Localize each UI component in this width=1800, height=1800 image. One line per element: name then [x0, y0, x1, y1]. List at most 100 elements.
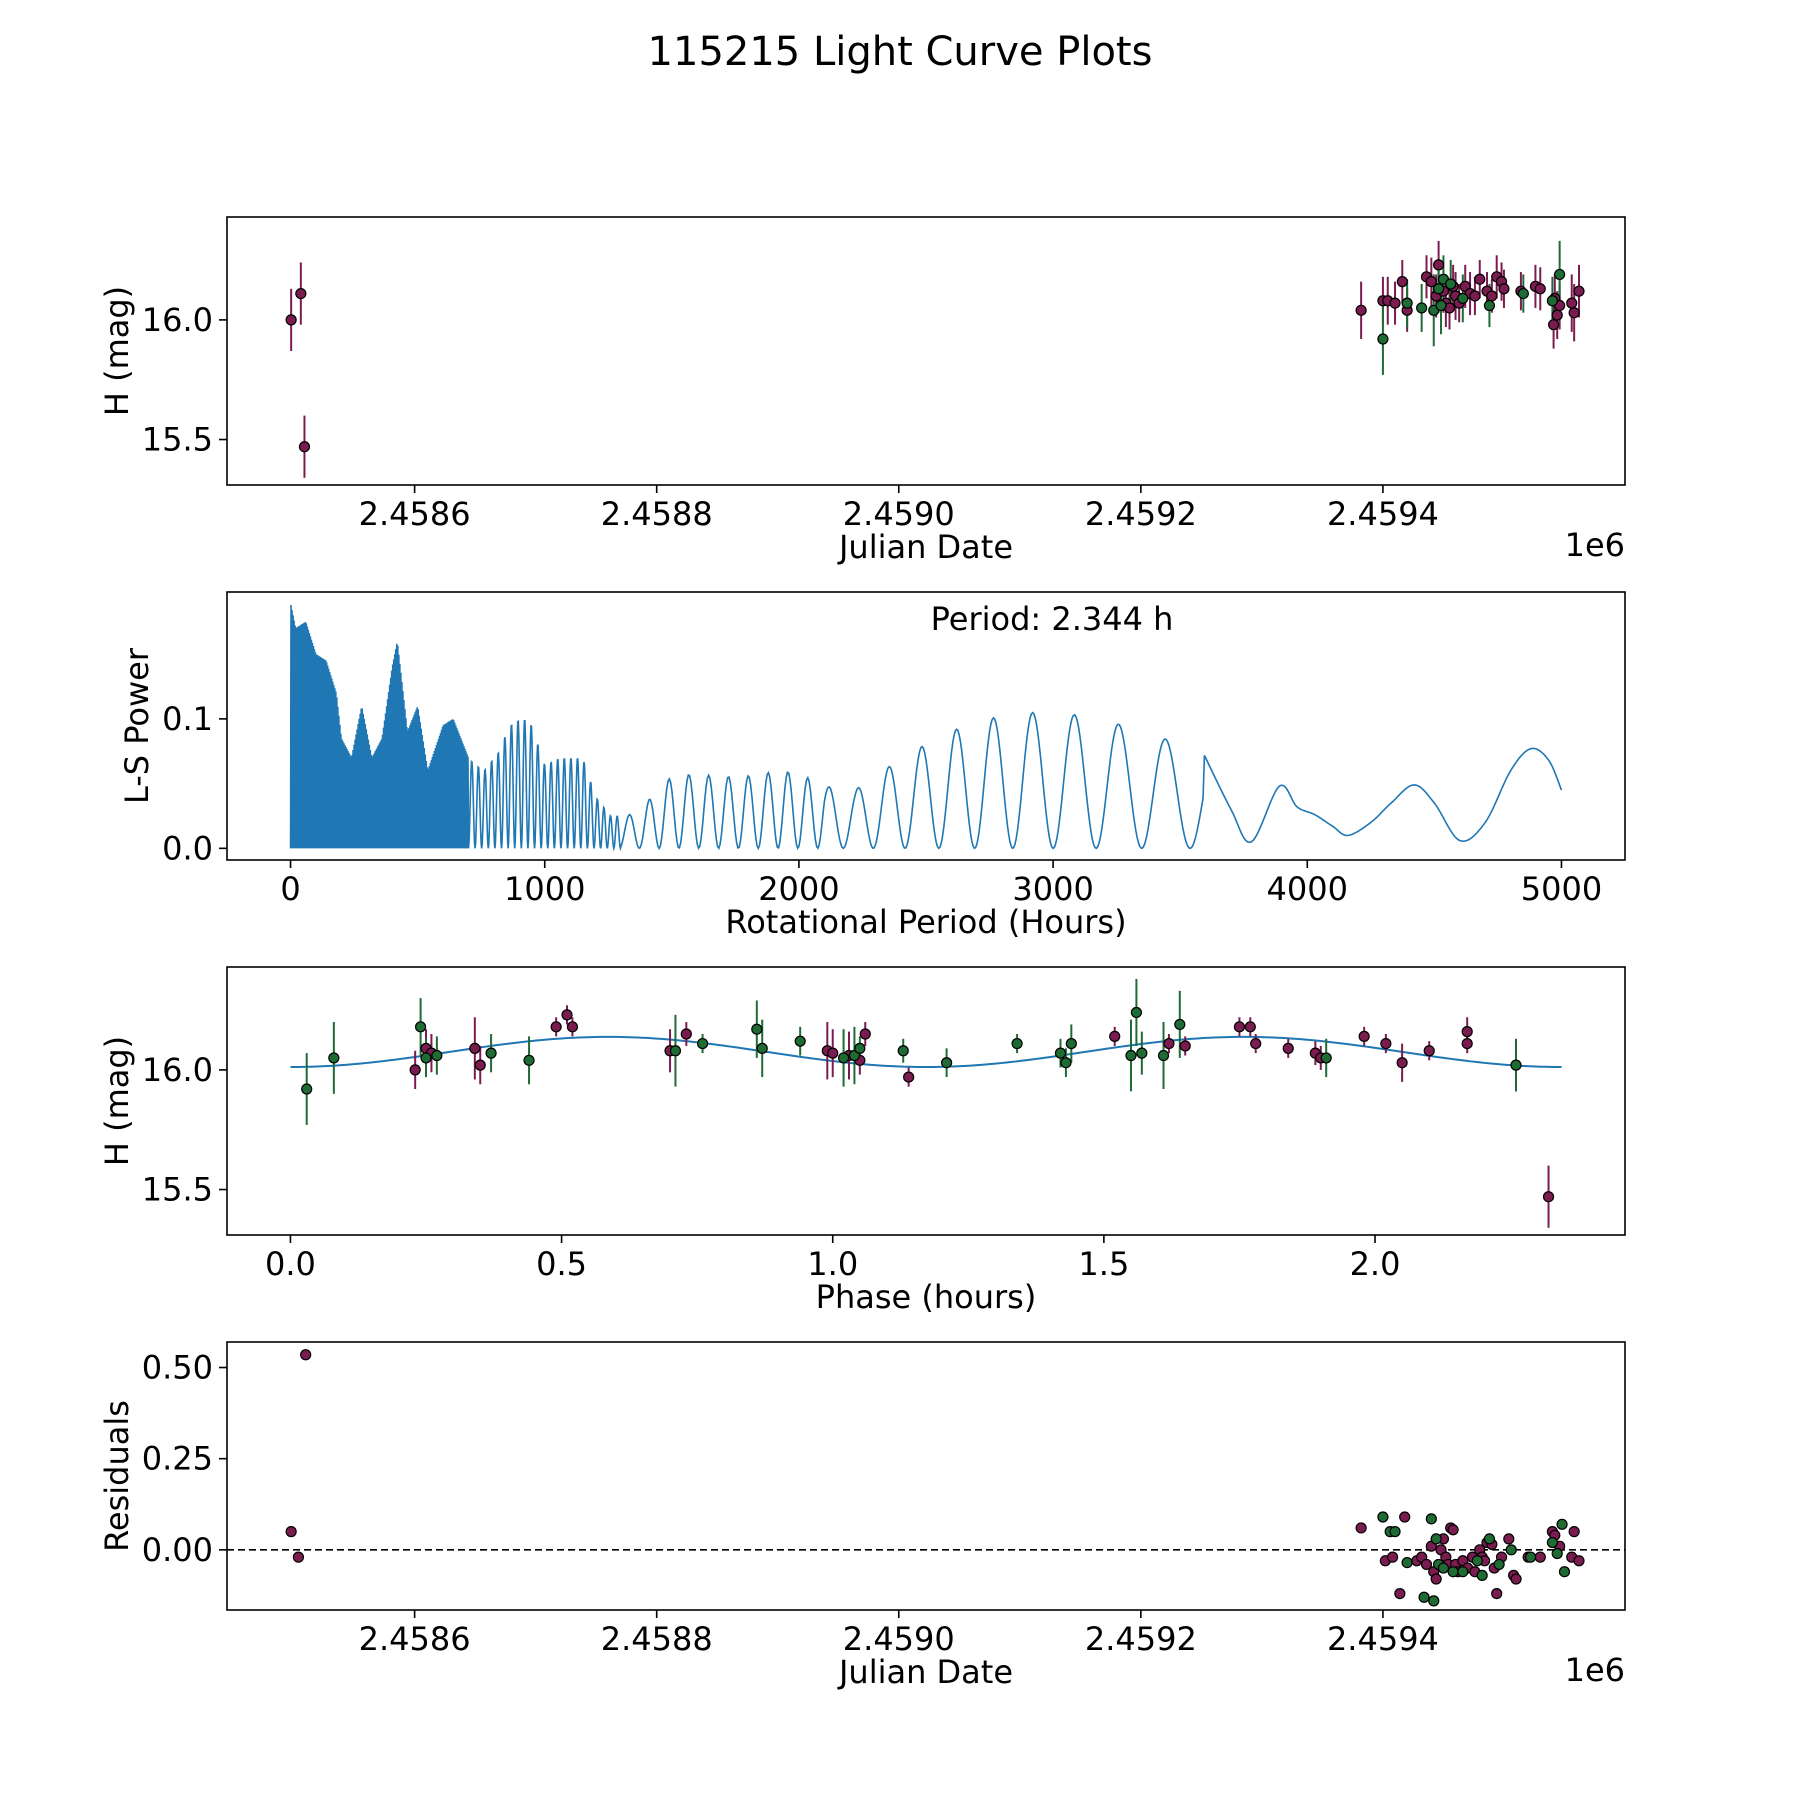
phase-fold-data-point	[1250, 1037, 1262, 1050]
periodogram-x-tick-label: 2000	[758, 870, 839, 908]
residuals-x-tick-label: 2.4588	[601, 1620, 713, 1658]
residuals-data-point	[1430, 1573, 1442, 1585]
residuals-data-point	[1493, 1558, 1505, 1571]
phase-fold-data-point	[1461, 1037, 1473, 1050]
phase-fold-data-point	[680, 1028, 692, 1040]
light-curve-data-point	[1445, 278, 1457, 290]
light-curve-data-point	[1551, 309, 1563, 321]
light-curve-data-point	[1432, 283, 1445, 295]
periodogram-y-tick-label: 0.0	[162, 829, 213, 867]
light-curve-data-point	[1396, 276, 1408, 288]
light-curve-y-axis-label: H (mag)	[98, 286, 136, 416]
phase-fold-data-point	[1358, 1030, 1370, 1042]
light-curve-data-point	[285, 314, 297, 326]
phase-fold-data-point	[1130, 1006, 1143, 1019]
residuals-data-point	[1447, 1524, 1459, 1536]
phase-fold-x-tick-label: 1.5	[1078, 1245, 1129, 1283]
periodogram-x-tick-label: 0	[280, 870, 300, 908]
residuals-data-point	[1447, 1566, 1459, 1578]
periodogram-x-tick-label: 1000	[504, 870, 585, 908]
light-curve-y-ticks: 15.5 16.0	[142, 301, 227, 459]
residuals-data-point	[1558, 1566, 1571, 1578]
light-curve-data-point	[1425, 276, 1437, 288]
residuals-data-point	[1483, 1533, 1496, 1545]
periodogram-y-axis-label: L-S Power	[118, 647, 156, 804]
residuals-x-ticks: 2.4586 2.4588 2.4590 2.4592 2.4594	[359, 1610, 1439, 1658]
light-curve-data-point	[1483, 299, 1496, 312]
phase-fold-data-point	[903, 1071, 915, 1083]
residuals-data-point	[1568, 1526, 1580, 1538]
phase-fold-data-point	[837, 1052, 850, 1064]
light-curve-data-point	[1498, 283, 1510, 295]
phase-fold-y-tick-label: 16.0	[142, 1051, 213, 1089]
periodogram-y-tick-label: 0.1	[162, 700, 213, 738]
residuals-data-point	[285, 1526, 297, 1538]
figure-suptitle: 115215 Light Curve Plots	[648, 29, 1153, 75]
phase-fold-y-axis-label: H (mag)	[98, 1036, 136, 1166]
phase-fold-data-point	[859, 1028, 871, 1040]
residuals-data-point	[1471, 1555, 1483, 1567]
light-curve-data-point	[1534, 283, 1546, 295]
residuals-data-point	[1573, 1555, 1585, 1567]
phase-fold-x-axis-label: Phase (hours)	[816, 1278, 1037, 1316]
residuals-x-tick-label: 2.4594	[1327, 1620, 1439, 1658]
phase-fold-data-point	[1396, 1057, 1408, 1069]
periodogram-x-tick-label: 3000	[1012, 870, 1093, 908]
residuals-x-axis-label: Julian Date	[837, 1653, 1013, 1691]
phase-fold-data-point	[485, 1047, 497, 1059]
residuals-data-point	[1394, 1587, 1406, 1600]
phase-fold-data-point	[756, 1042, 768, 1054]
residuals-data-point	[1503, 1533, 1515, 1545]
light-curve-data-point	[298, 441, 311, 453]
phase-fold-data-point	[751, 1023, 763, 1035]
phase-fold-frame	[226, 966, 1626, 1236]
residuals-data-point	[292, 1551, 305, 1563]
phase-fold-data-point	[550, 1021, 562, 1033]
residuals-x-offset-label: 1e6	[1565, 1651, 1625, 1689]
phase-fold-data-point	[414, 1021, 427, 1033]
periodogram-marks	[289, 604, 1563, 852]
phase-fold-x-tick-label: 0.0	[265, 1245, 316, 1283]
phase-fold-data-point	[897, 1045, 909, 1057]
phase-fold-x-tick-label: 2.0	[1350, 1245, 1401, 1283]
phase-fold-data-point	[1380, 1037, 1392, 1050]
phase-fold-data-point	[1233, 1021, 1246, 1033]
phase-fold-data-point	[1011, 1037, 1023, 1050]
periodogram-x-tick-label: 4000	[1267, 870, 1348, 908]
light-curve-data-point	[1389, 297, 1401, 309]
phase-fold-data-point	[1461, 1026, 1473, 1038]
phase-fold-data-point	[1125, 1049, 1137, 1062]
residuals-data-point	[1355, 1522, 1367, 1534]
light-curve-data-point	[1416, 302, 1428, 314]
phase-fold-data-point	[328, 1052, 340, 1064]
residuals-data-point	[1546, 1536, 1558, 1549]
phase-fold-data-point	[941, 1057, 953, 1069]
light-curve-data-point	[1432, 259, 1445, 271]
light-curve-data-point	[1457, 292, 1469, 304]
phase-fold-data-point	[1157, 1049, 1170, 1062]
phase-fold-data-point	[1244, 1021, 1256, 1033]
light-curve-x-tick-label: 2.4586	[359, 495, 471, 533]
phase-fold-data-point	[1060, 1057, 1072, 1069]
light-curve-data-point	[1469, 290, 1481, 302]
residuals-frame	[226, 1341, 1626, 1611]
light-curve-x-tick-label: 2.4588	[601, 495, 713, 533]
residuals-data-point	[1457, 1566, 1469, 1578]
residuals-x-tick-label: 2.4586	[359, 1620, 471, 1658]
residuals-marks	[227, 1349, 1625, 1607]
phase-fold-data-point	[669, 1045, 682, 1057]
phase-fold-data-point	[794, 1035, 806, 1047]
phase-fold-x-tick-label: 0.5	[536, 1245, 587, 1283]
light-curve-data-point	[1486, 290, 1498, 302]
residuals-panel: 2.4586 2.4588 2.4590 2.4592 2.4594 0.000.250…	[98, 1341, 1626, 1691]
light-curve-data-point	[1474, 273, 1486, 285]
periodogram-x-tick-label: 5000	[1521, 870, 1602, 908]
residuals-x-tick-label: 2.4592	[1085, 1620, 1197, 1658]
light-curve-x-offset-label: 1e6	[1565, 526, 1625, 564]
phase-fold-y-ticks: 15.5 16.0	[142, 1051, 227, 1209]
phase-fold-marks	[290, 978, 1562, 1228]
periodogram-y-ticks: 0.0 0.1	[162, 700, 227, 867]
phase-fold-fit-curve	[290, 1035, 1562, 1069]
light-curve-y-tick-label: 15.5	[142, 421, 213, 459]
